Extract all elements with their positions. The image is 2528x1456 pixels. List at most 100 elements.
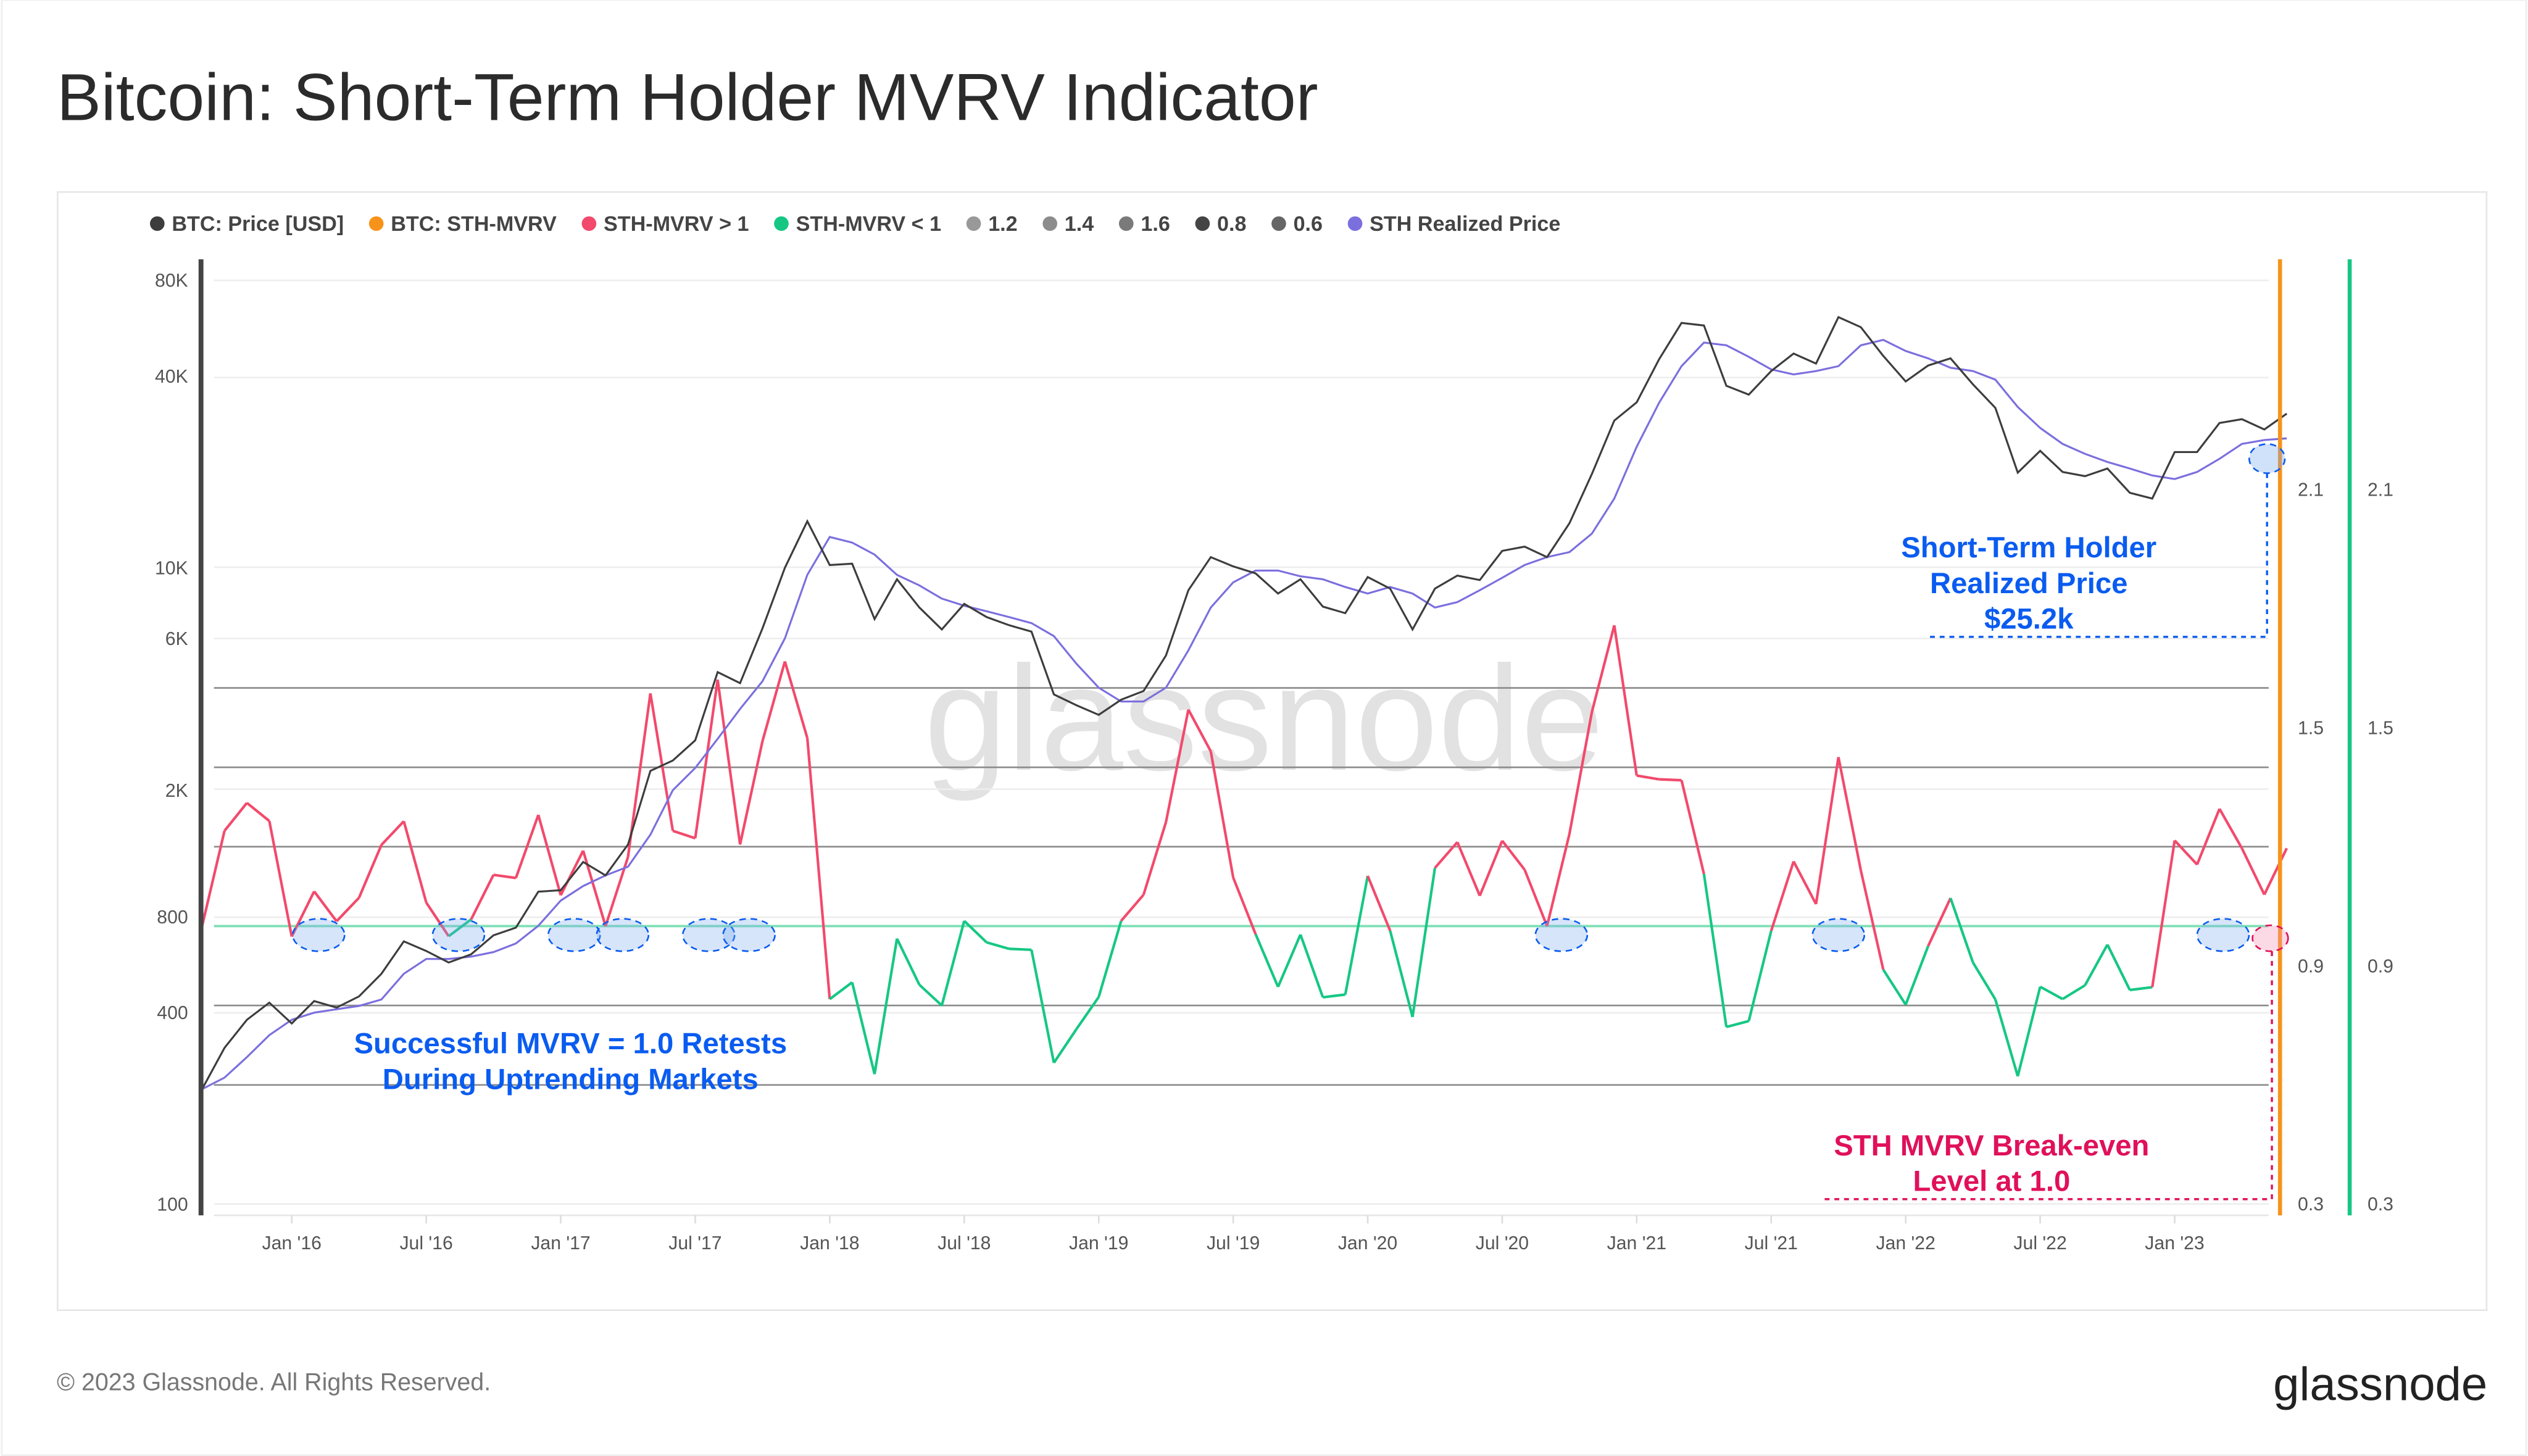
y-left-tick: 100 <box>157 1195 188 1215</box>
sth-mvrv-segment <box>402 820 428 903</box>
sth-mvrv-segment <box>896 938 921 986</box>
retest-marker <box>596 918 650 952</box>
x-tick: Jan '22 <box>1876 1233 1935 1254</box>
sth-mvrv-segment <box>1568 712 1594 834</box>
sth-mvrv-segment <box>246 802 270 822</box>
sth-mvrv-segment <box>1501 839 1526 871</box>
sth-mvrv-segment <box>739 741 764 845</box>
sth-mvrv-segment <box>694 679 719 839</box>
legend-marker <box>1271 216 1286 231</box>
sth-mvrv-segment <box>1323 993 1345 999</box>
realized-annotation-line1: Short-Term Holder <box>1901 531 2156 564</box>
sth-mvrv-segment <box>963 920 988 944</box>
y-left-tick: 40K <box>155 367 188 387</box>
y-right-tick: 0.9 <box>2298 956 2324 976</box>
y-right-tick: 1.5 <box>2298 718 2324 738</box>
sth-mvrv-segment <box>357 844 383 899</box>
y-left-tick: 2K <box>165 781 188 801</box>
retest-marker <box>1534 918 1589 952</box>
realized-annotation-value: $25.2k <box>1984 603 2074 636</box>
sth-mvrv-segment <box>1747 930 1773 1021</box>
y-left-tick: 80K <box>155 271 188 291</box>
copyright: © 2023 Glassnode. All Rights Reserved. <box>57 1369 491 1396</box>
sth-mvrv-segment <box>514 814 540 879</box>
sth-mvrv-segment <box>1299 934 1324 998</box>
legend-label: STH-MVRV < 1 <box>796 212 941 236</box>
legend-label: 0.6 <box>1294 212 1323 236</box>
x-tick: Jul '19 <box>1207 1233 1260 1254</box>
realized-price-marker <box>2248 443 2286 474</box>
x-tick: Jan '21 <box>1607 1233 1666 1254</box>
y-left-tick: 800 <box>157 907 188 928</box>
sth-mvrv-segment <box>1008 947 1032 951</box>
legend-marker <box>581 216 597 231</box>
sth-mvrv-segment <box>1411 867 1437 1018</box>
sth-mvrv-segment <box>1478 840 1503 897</box>
legend-label: 0.8 <box>1217 212 1246 236</box>
breakeven-leader-line <box>1823 951 2273 1200</box>
legend-marker <box>1195 216 1210 231</box>
sth-mvrv-segment <box>1726 1020 1749 1028</box>
sth-mvrv-segment <box>201 830 226 926</box>
sth-mvrv-segment <box>1075 996 1100 1030</box>
sth-mvrv-segment <box>873 938 899 1075</box>
sth-mvrv-segment <box>1254 933 1279 988</box>
sth-mvrv-segment <box>850 982 876 1075</box>
sth-mvrv-segment <box>761 661 786 742</box>
x-tick: Jan '19 <box>1069 1233 1128 1254</box>
sth-mvrv-segment <box>559 850 584 896</box>
sth-mvrv-segment <box>1792 860 1818 905</box>
sth-mvrv-segment <box>940 920 966 1006</box>
retest-marker <box>681 918 736 952</box>
legend-label: 1.6 <box>1141 212 1170 236</box>
legend-marker <box>774 216 789 231</box>
legend-label: BTC: STH-MVRV <box>391 212 557 236</box>
sth-mvrv-segment <box>1815 757 1840 905</box>
retest-annotation-line1: Successful MVRV = 1.0 Retests <box>354 1028 787 1060</box>
legend-label: STH-MVRV > 1 <box>604 212 749 236</box>
sth-mvrv-segment <box>1097 920 1123 997</box>
sth-mvrv-segment <box>2061 984 2086 1000</box>
sth-mvrv-segment <box>1702 873 1728 1028</box>
sth-mvrv-segment <box>1636 774 1660 781</box>
sth-mvrv-segment <box>672 830 696 840</box>
sth-mvrv-segment <box>918 983 943 1007</box>
x-tick: Jan '23 <box>2145 1233 2204 1254</box>
sth-mvrv-segment <box>493 873 517 880</box>
sth-mvrv-segment <box>1120 894 1145 922</box>
sth-mvrv-segment <box>2218 808 2243 849</box>
x-tick: Jan '18 <box>800 1233 859 1254</box>
retest-marker <box>1811 918 1866 952</box>
sth-mvrv-segment <box>829 981 853 1000</box>
realized-leader-line <box>1928 473 2268 638</box>
sth-mvrv-segment <box>805 738 831 1000</box>
sth-mvrv-segment <box>1142 822 1168 896</box>
sth-mvrv-segment <box>1860 870 1885 970</box>
sth-mvrv-segment <box>1276 934 1302 988</box>
sth-mvrv-segment <box>1994 999 2019 1077</box>
y-left-tick: 6K <box>165 629 188 649</box>
sth-mvrv-segment <box>1927 897 1952 947</box>
legend-marker <box>368 216 384 231</box>
chart-frame <box>57 191 2488 1312</box>
axes: 80K 40K 10K 6K 2K 800 400 100 2.1 2.1 1.5 1.5 0.9 0.9… <box>155 259 2393 1254</box>
series <box>201 315 2289 1091</box>
x-tick: Jan '20 <box>1338 1233 1397 1254</box>
sth-mvrv-segment <box>1187 709 1212 752</box>
y-right2-tick: 2.1 <box>2368 480 2393 500</box>
sth-mvrv-segment <box>335 897 360 923</box>
x-tick: Jul '18 <box>938 1233 991 1254</box>
legend-label: 1.2 <box>988 212 1017 236</box>
legend-marker <box>1118 216 1134 231</box>
retest-marker <box>547 918 601 952</box>
sth-mvrv-segment <box>2084 944 2109 986</box>
y-left-tick: 10K <box>155 558 188 578</box>
x-tick: Jul '22 <box>2013 1233 2066 1254</box>
legend-marker <box>1347 216 1363 231</box>
sth-mvrv-segment <box>1680 780 1705 875</box>
sth-mvrv-segment <box>1389 930 1414 1018</box>
sth-mvrv-segment <box>1949 897 1974 963</box>
y-right2-tick: 0.3 <box>2368 1194 2393 1215</box>
sth-mvrv-segment <box>268 820 293 937</box>
glassnode-logo: glassnode <box>2273 1358 2487 1410</box>
